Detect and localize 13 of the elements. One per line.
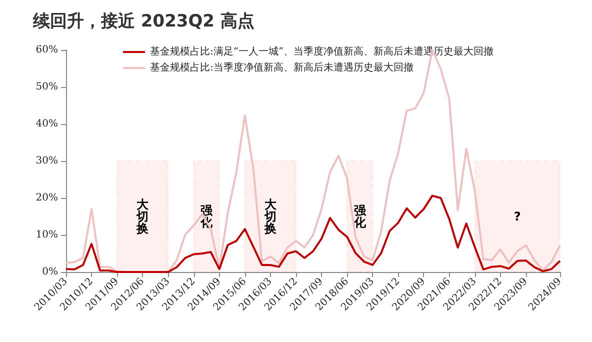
y-tick-label: 40% [36, 118, 58, 130]
chart-title: 续回升，接近 2023Q2 高点 [32, 12, 254, 32]
y-tick-label: 20% [36, 192, 58, 204]
band-label: ? [514, 210, 521, 224]
band-label: 大切换 [263, 198, 278, 236]
y-tick-label: 0% [42, 266, 58, 278]
y-tick-label: 60% [36, 44, 58, 56]
band-label: 大切换 [136, 198, 150, 236]
legend-label: 基金规模占比:当季度净值新高、新高后未遭遇历史最大回撤 [150, 62, 414, 74]
y-tick-label: 50% [36, 82, 58, 92]
band-label: 强化 [352, 204, 367, 230]
y-tick-label: 30% [36, 156, 58, 166]
y-tick-label: 10% [36, 230, 58, 240]
